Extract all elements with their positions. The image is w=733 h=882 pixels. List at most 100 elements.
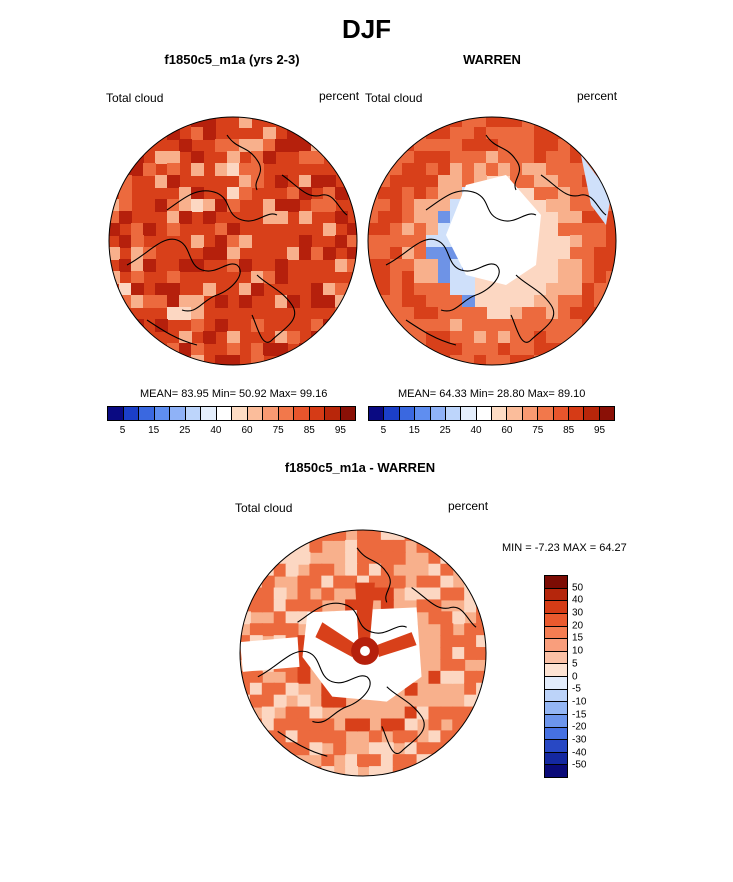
map-cell	[275, 259, 288, 272]
map-cell	[323, 223, 336, 236]
map-cell	[510, 117, 523, 128]
map-cell	[426, 295, 439, 308]
map-cell	[534, 187, 547, 200]
map-cell	[414, 319, 427, 332]
map-cell	[558, 211, 571, 224]
map-cell	[534, 163, 547, 176]
map-cell	[476, 682, 487, 696]
map-cell	[404, 706, 418, 720]
map-cell	[510, 163, 523, 176]
map-cell	[570, 235, 583, 248]
map-cell	[390, 283, 403, 296]
map-cell	[155, 295, 168, 308]
map-cell	[321, 730, 335, 744]
map-cell	[570, 331, 583, 344]
map-cell	[390, 187, 403, 200]
map-cell	[368, 742, 382, 756]
map-cell	[476, 539, 487, 553]
map-cell	[261, 539, 275, 553]
map-cell	[368, 331, 379, 344]
map-cell	[335, 355, 348, 365]
map-cell	[462, 307, 475, 320]
map-cell	[287, 331, 300, 344]
map-cell	[438, 307, 451, 320]
map-cell	[239, 575, 251, 589]
map-cell	[426, 127, 439, 140]
map-cell	[476, 754, 487, 768]
map-cell	[390, 355, 403, 365]
colorbar-tick-label: 15	[148, 425, 160, 436]
map-cell	[143, 247, 156, 260]
map-cell	[345, 766, 359, 777]
map-cell	[534, 175, 547, 188]
map-cell	[285, 670, 299, 684]
map-cell	[438, 283, 451, 296]
map-cell	[368, 766, 382, 777]
map-cell	[438, 247, 451, 260]
map-cell	[251, 283, 264, 296]
map-cell	[261, 575, 275, 589]
map-cell	[452, 539, 466, 553]
map-cell	[534, 319, 547, 332]
map-cell	[390, 259, 403, 272]
map-cell	[227, 163, 240, 176]
map-cell	[416, 706, 430, 720]
map-cell	[440, 658, 454, 672]
map-cell	[402, 271, 415, 284]
map-cell	[474, 127, 487, 140]
map-cell	[299, 187, 312, 200]
map-cell	[275, 139, 288, 152]
map-cell	[404, 529, 418, 541]
map-cell	[438, 127, 451, 140]
map-cell	[119, 117, 132, 128]
map-cell	[357, 718, 370, 732]
map-cell	[570, 319, 583, 332]
map-cell	[402, 127, 415, 140]
map-field	[368, 117, 616, 365]
colorbar-tick-label: 25	[179, 425, 191, 436]
map-cell	[297, 766, 311, 777]
map-cell	[402, 199, 415, 212]
map-cell	[345, 563, 359, 577]
colorbar-swatch	[545, 727, 567, 741]
map-cell	[285, 611, 299, 625]
map-cell	[323, 331, 336, 344]
map-cell	[251, 139, 264, 152]
colorbar-swatch	[278, 407, 294, 420]
map-cell	[582, 295, 595, 308]
map-cell	[261, 682, 275, 696]
map-cell	[404, 742, 418, 756]
map-cell	[440, 730, 454, 744]
colorbar-swatch	[545, 601, 567, 614]
map-cell	[546, 319, 559, 332]
map-cell	[380, 563, 394, 577]
map-cell	[440, 635, 454, 649]
colorbar-swatch	[415, 407, 431, 420]
map-cell	[522, 319, 535, 332]
map-cell	[311, 295, 324, 308]
map-cell	[285, 718, 299, 732]
map-cell	[333, 730, 347, 744]
map-cell	[414, 247, 427, 260]
map-cell	[414, 151, 427, 164]
map-cell	[498, 139, 511, 152]
colorbar-tick-label: 50	[572, 582, 584, 594]
map-cell	[380, 551, 394, 565]
map-cell	[558, 187, 571, 200]
map-cell	[215, 295, 228, 308]
map-cell	[582, 117, 595, 128]
map-cell	[380, 742, 394, 756]
map-cell	[119, 163, 132, 176]
map-cell	[309, 539, 323, 553]
map-cell	[167, 223, 180, 236]
map-cell	[321, 718, 335, 732]
map-cell	[486, 139, 499, 152]
map-cell	[285, 706, 299, 720]
colorbar-tick-label: -5	[572, 683, 581, 695]
map-cell	[321, 694, 335, 708]
map-cell	[368, 295, 379, 308]
coastline	[297, 602, 407, 634]
map-cell	[522, 127, 535, 140]
map-cell	[390, 175, 403, 188]
map-cell	[287, 355, 300, 365]
